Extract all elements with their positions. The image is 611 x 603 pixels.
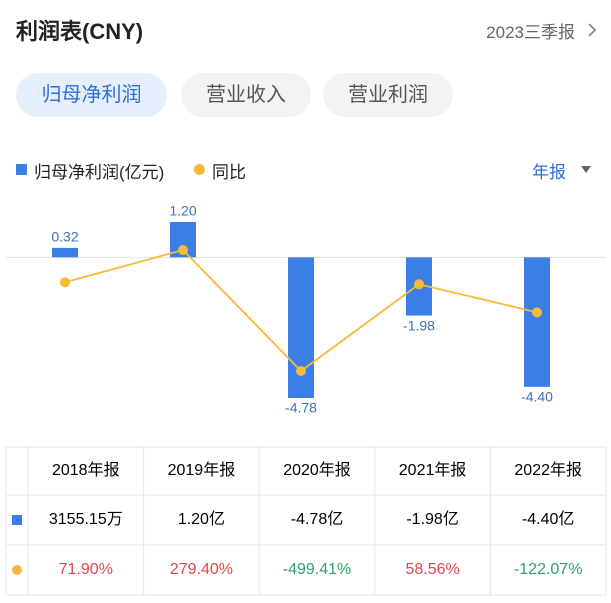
line-point [178,245,188,255]
value-label: 1.20 [169,203,196,219]
column-header: 2019年报 [168,461,236,479]
page-title: 利润表(CNY) [16,19,144,44]
bar [288,257,314,398]
dropdown-arrow [581,166,591,173]
line-point [414,279,424,290]
table-cell: 279.40% [170,561,233,578]
value-label: 0.32 [51,229,78,245]
line-point [296,366,306,376]
period-link[interactable]: 2023三季报 [486,23,575,42]
table-cell: -4.78亿 [291,510,343,528]
bar [524,257,550,387]
table-cell: -4.40亿 [522,510,574,528]
period-selector[interactable]: 年报 [532,163,566,182]
chart: 0.32 1.20 -4.78 -1.98 -4.40 [6,203,606,416]
bar [52,247,78,258]
legend-marker [194,164,205,175]
table-cell: 1.20亿 [178,510,225,528]
column-header: 2021年报 [399,461,467,479]
table-cell: 3155.15万 [49,511,123,528]
legend-label: 归母净利润(亿元) [34,163,165,182]
legend-marker [16,164,27,175]
value-label: -4.78 [285,400,317,416]
column-header: 2020年报 [283,461,351,479]
column-header: 2022年报 [514,461,582,479]
row-marker [12,515,22,525]
line-point [532,307,542,318]
table-cell: 71.90% [59,561,113,578]
table-cell: -499.41% [283,561,352,578]
table-cell: -122.07% [514,561,583,578]
table-cell: 58.56% [405,561,459,578]
column-header: 2018年报 [52,461,120,479]
line-point [60,277,70,288]
chevron [588,23,597,37]
tab[interactable]: 营业收入 [181,73,311,117]
tab[interactable]: 归母净利润 [16,73,167,117]
table-cell: -1.98亿 [406,510,458,528]
row-marker [12,565,22,575]
tab[interactable]: 营业利润 [323,73,453,117]
value-label: -4.40 [521,389,553,405]
data-table: 2018年报 3155.15万 71.90% 2019年报 1.20亿 279.40% 20… [5,446,607,596]
value-label: -1.98 [403,317,435,333]
legend-label: 同比 [212,163,246,182]
